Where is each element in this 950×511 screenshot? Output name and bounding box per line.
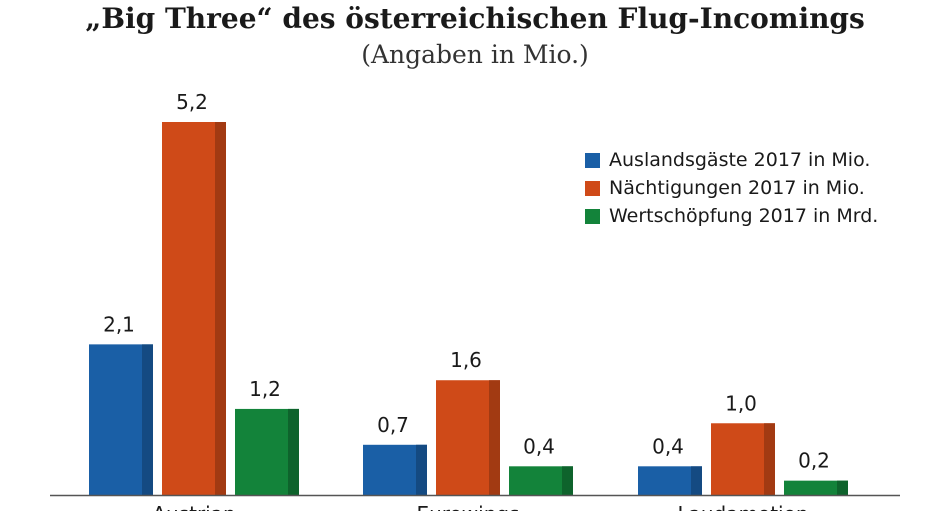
legend: Auslandsgäste 2017 in Mio. Nächtigungen … <box>585 146 878 230</box>
category-label: Eurowings <box>416 502 519 511</box>
bar-side <box>142 344 153 495</box>
legend-item-naechtigungen: Nächtigungen 2017 in Mio. <box>585 174 878 202</box>
data-label: 0,2 <box>798 449 830 473</box>
bar-side <box>837 480 848 495</box>
legend-swatch-naechtigungen <box>585 180 600 196</box>
bar-front <box>784 480 848 495</box>
data-label: 1,6 <box>450 348 482 372</box>
data-label: 2,1 <box>103 312 135 336</box>
bar <box>784 480 848 495</box>
bar-side <box>489 380 500 495</box>
bar <box>235 408 299 495</box>
data-label: 0,4 <box>652 434 684 458</box>
legend-label-naechtigungen: Nächtigungen 2017 in Mio. <box>609 177 865 199</box>
bar-side <box>215 122 226 495</box>
data-label: 1,2 <box>249 377 281 401</box>
bar <box>162 122 226 495</box>
chart-subtitle: (Angaben in Mio.) <box>361 40 589 69</box>
legend-item-wertschoepfung: Wertschöpfung 2017 in Mrd. <box>585 202 878 230</box>
data-label: 0,7 <box>377 413 409 437</box>
legend-swatch-auslandsgaeste <box>585 152 600 168</box>
bar-side <box>691 466 702 495</box>
category-label: Laudamotion <box>677 502 808 511</box>
bar <box>436 380 500 495</box>
legend-swatch-wertschoepfung <box>585 208 600 224</box>
data-label: 1,0 <box>725 391 757 415</box>
bar <box>363 444 427 495</box>
data-label: 0,4 <box>523 434 555 458</box>
category-label: Austrian <box>152 502 235 511</box>
bar <box>509 466 573 495</box>
bar-side <box>416 444 427 495</box>
legend-item-auslandsgaeste: Auslandsgäste 2017 in Mio. <box>585 146 878 174</box>
bar-side <box>562 466 573 495</box>
data-label: 5,2 <box>176 90 208 114</box>
bar <box>711 423 775 495</box>
chart-title: „Big Three“ des österreichischen Flug-In… <box>85 2 865 35</box>
bar <box>89 344 153 495</box>
bar-side <box>764 423 775 495</box>
legend-label-wertschoepfung: Wertschöpfung 2017 in Mrd. <box>609 205 879 227</box>
bar <box>638 466 702 495</box>
bar-side <box>288 408 299 495</box>
legend-label-auslandsgaeste: Auslandsgäste 2017 in Mio. <box>609 149 871 171</box>
